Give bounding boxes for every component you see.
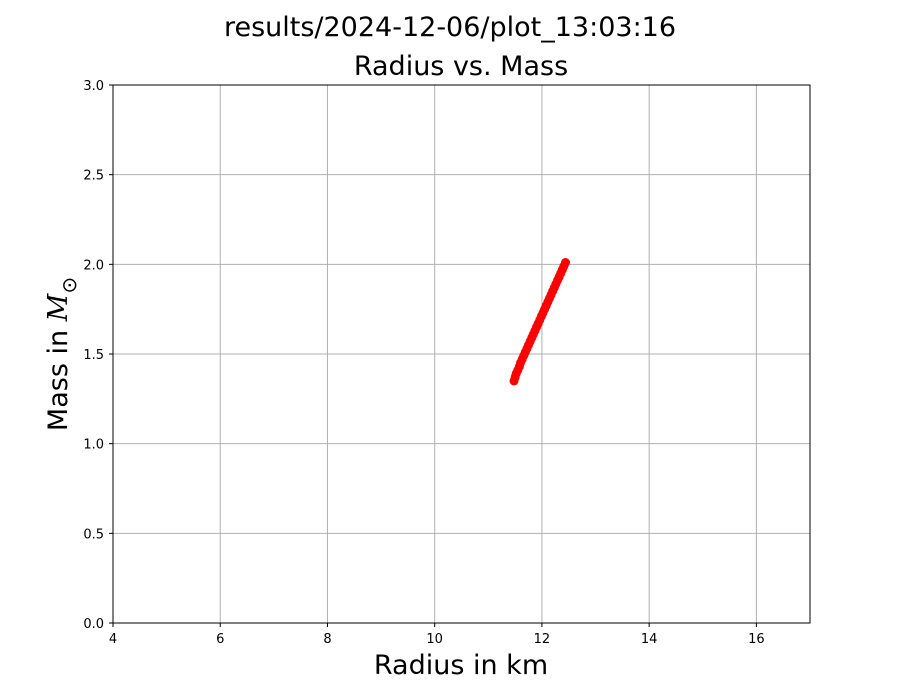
y-axis-label-symbol: M [43,292,74,322]
y-tick-label: 1.5 [83,348,104,363]
data-points [509,258,571,386]
x-tick-label: 12 [534,632,551,647]
y-tick-label: 0.0 [83,617,104,632]
chart-title: Radius vs. Mass [354,51,568,82]
x-tick-label: 10 [426,632,443,647]
y-axis-label: Mass in M⊙ [43,277,81,431]
y-axis-ticks: 0.0 0.5 1.0 1.5 2.0 2.5 3.0 [83,79,113,632]
grid-lines [112,84,810,624]
x-tick-label: 4 [109,632,117,647]
x-tick-label: 16 [748,632,765,647]
y-tick-label: 2.0 [83,258,104,273]
y-tick-label: 2.5 [83,169,104,184]
x-tick-label: 14 [641,632,658,647]
y-axis-label-subscript: ⊙ [57,277,81,294]
x-tick-label: 8 [323,632,331,647]
y-tick-label: 0.5 [83,527,104,542]
y-axis-label-prefix: Mass in [43,321,74,431]
x-axis-ticks: 4 6 8 10 12 14 16 [109,623,765,647]
figure-suptitle: results/2024-12-06/plot_13:03:16 [224,12,676,43]
y-tick-label: 3.0 [83,79,104,94]
data-point [561,258,571,268]
x-tick-label: 6 [216,632,224,647]
y-tick-label: 1.0 [83,438,104,453]
x-axis-label: Radius in km [374,650,548,681]
